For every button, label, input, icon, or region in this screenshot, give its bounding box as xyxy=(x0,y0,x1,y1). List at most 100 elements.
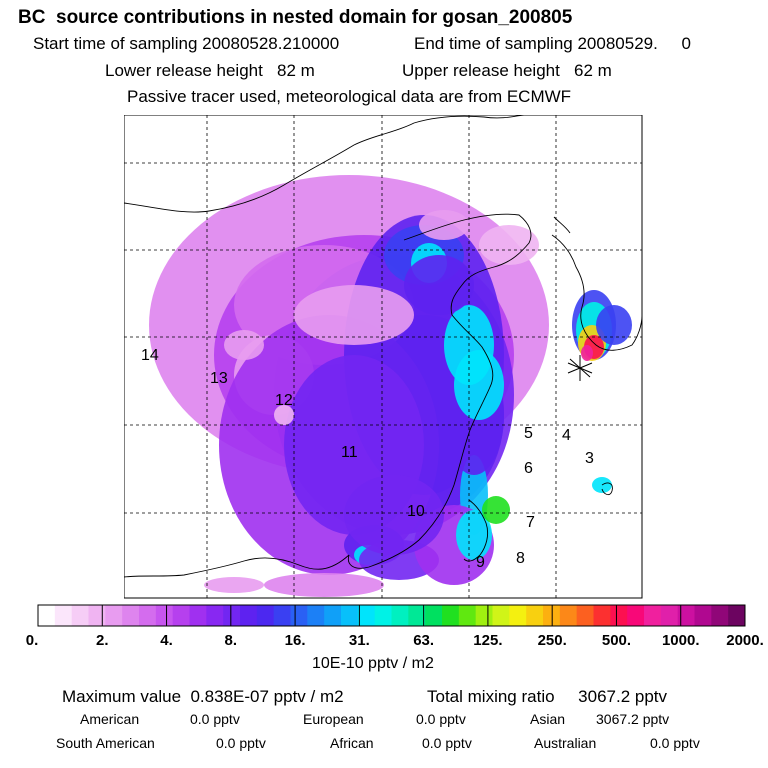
contribution-region-label: Australian xyxy=(534,735,597,751)
region-label: 5 xyxy=(524,425,533,442)
colorbar-cell xyxy=(660,605,679,626)
colorbar-cell xyxy=(341,605,359,626)
coastline-island xyxy=(601,482,613,496)
contribution-value: 0.0 pptv xyxy=(416,711,466,727)
colorbar-cell xyxy=(122,605,140,626)
grid-lines xyxy=(124,115,642,598)
contribution-value: 0.0 pptv xyxy=(650,735,700,751)
colorbar-cell xyxy=(105,605,123,626)
colorbar-tick-label: 0. xyxy=(25,632,39,649)
coastline-south xyxy=(124,554,350,578)
colorbar-tick-label: 125. xyxy=(473,632,503,649)
coastline-bohai xyxy=(403,213,532,316)
colorbar-cell xyxy=(88,605,106,626)
maximum-value-label: Maximum value 0.838E-07 pptv / m2 xyxy=(62,687,344,706)
colorbar-cell xyxy=(576,605,594,626)
lower-height-label: Lower release height 82 m xyxy=(105,61,315,80)
concentration-blob xyxy=(419,210,469,240)
region-label: 9 xyxy=(476,554,485,571)
colorbar-cell xyxy=(38,605,56,626)
region-label: 14 xyxy=(141,347,159,364)
region-label: 6 xyxy=(524,460,533,477)
colorbar xyxy=(37,604,746,627)
region-label: 12 xyxy=(275,392,293,409)
concentration-blob xyxy=(294,285,414,345)
contribution-region-label: European xyxy=(303,711,364,727)
colorbar-tick-label: 500. xyxy=(601,632,632,649)
colorbar-cell xyxy=(357,605,376,626)
colorbar-cell xyxy=(223,605,241,626)
colorbar-cell xyxy=(442,605,460,626)
colorbar-cell xyxy=(458,605,477,626)
colorbar-cell xyxy=(256,605,275,626)
coastline-taiwan xyxy=(463,499,489,562)
contribution-value: 0.0 pptv xyxy=(216,735,266,751)
contribution-region-label: African xyxy=(330,735,374,751)
colorbar-cell xyxy=(593,605,611,626)
colorbar-tick-label: 31. xyxy=(348,632,370,649)
colorbar-cell xyxy=(324,605,342,626)
region-label: 8 xyxy=(516,550,525,567)
colorbar-cell xyxy=(290,605,308,626)
receptor-marker xyxy=(567,355,593,381)
colorbar-border xyxy=(37,604,746,627)
coastline-east-china xyxy=(347,314,494,569)
colorbar-cells xyxy=(38,605,746,626)
colorbar-major-dividers xyxy=(101,605,682,626)
colorbar-cell xyxy=(391,605,409,626)
concentration-blob xyxy=(482,496,510,524)
region-label: 13 xyxy=(210,370,228,387)
colorbar-cell xyxy=(408,605,426,626)
colorbar-cell xyxy=(644,605,662,626)
colorbar-cell xyxy=(273,605,291,626)
colorbar-tick-label: 63. xyxy=(413,632,435,649)
colorbar-cell xyxy=(240,605,258,626)
concentration-blob xyxy=(264,573,384,597)
concentration-blob xyxy=(581,345,593,361)
colorbar-cell xyxy=(189,605,207,626)
colorbar-cell xyxy=(509,605,527,626)
colorbar-cell xyxy=(425,605,443,626)
colorbar-cell xyxy=(374,605,392,626)
colorbar-cell xyxy=(492,605,510,626)
contribution-region-label: Asian xyxy=(530,711,566,727)
end-time-label: End time of sampling 20080529. 0 xyxy=(414,34,691,53)
coastline-korea-north xyxy=(553,216,571,234)
contribution-region-label: American xyxy=(80,711,140,727)
colorbar-cell xyxy=(71,605,89,626)
region-label: 4 xyxy=(562,427,571,444)
colorbar-cell xyxy=(475,605,493,626)
map-border xyxy=(124,115,643,599)
concentration-blob xyxy=(274,405,294,425)
concentration-blob xyxy=(344,475,444,555)
contribution-value: 0.0 pptv xyxy=(422,735,472,751)
concentration-blob xyxy=(224,330,264,360)
region-label: 3 xyxy=(585,450,594,467)
contribution-region-label: South American xyxy=(56,735,155,751)
colorbar-cell xyxy=(155,605,174,626)
total-mixing-ratio-label: Total mixing ratio 3067.2 pptv xyxy=(427,687,668,706)
colorbar-tick-label: 250. xyxy=(537,632,567,649)
chart-title: BC source contributions in nested domain… xyxy=(18,7,573,28)
map-plot: 14 13 12 11 10 9 8 7 6 5 43 xyxy=(124,115,643,599)
concentration-blob xyxy=(204,577,264,593)
colorbar-cell xyxy=(728,605,746,626)
colorbar-cell xyxy=(526,605,544,626)
start-time-label: Start time of sampling 20080528.210000 xyxy=(33,34,340,53)
upper-height-label: Upper release height 62 m xyxy=(402,61,612,80)
colorbar-cell xyxy=(627,605,645,626)
contribution-value: 0.0 pptv xyxy=(190,711,240,727)
concentration-blob xyxy=(479,225,539,265)
coastline-north xyxy=(124,115,525,213)
contribution-value: 3067.2 pptv xyxy=(596,711,670,727)
colorbar-cell xyxy=(543,605,561,626)
tracer-info-label: Passive tracer used, meteorological data… xyxy=(127,87,572,106)
colorbar-tick-label: 2000. xyxy=(726,632,764,649)
region-label: 11 xyxy=(341,444,358,461)
concentration-blob xyxy=(404,255,474,315)
colorbar-tick-label: 16. xyxy=(284,632,306,649)
colorbar-tick-label: 8. xyxy=(224,632,238,649)
colorbar-cell xyxy=(559,605,578,626)
colorbar-tick-label: 4. xyxy=(160,632,173,649)
concentration-blob xyxy=(456,510,492,560)
